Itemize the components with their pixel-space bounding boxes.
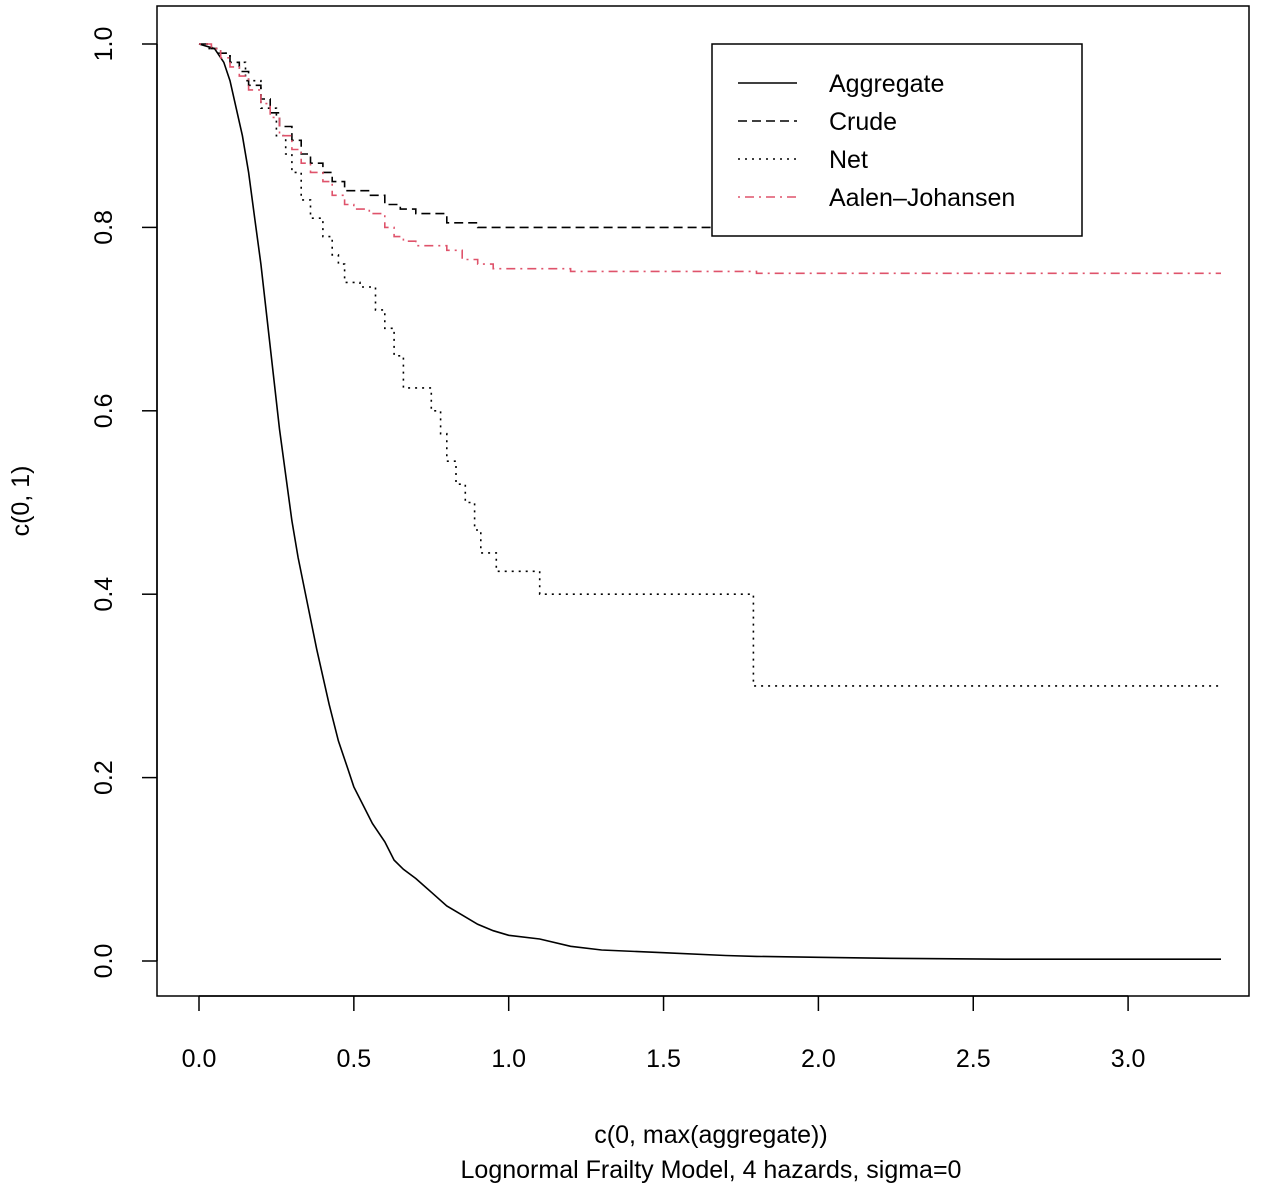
x-tick-label: 0.5 xyxy=(336,1045,371,1073)
x-axis: 0.0 0.5 1.0 1.5 2.0 2.5 3.0 xyxy=(182,995,1146,1073)
y-tick-label: 0.0 xyxy=(90,944,118,979)
x-axis-sublabel: Lognormal Frailty Model, 4 hazards, sigm… xyxy=(461,1156,962,1184)
x-tick-label: 3.0 xyxy=(1111,1045,1146,1073)
y-tick-label: 0.2 xyxy=(90,760,118,795)
legend-label-1: Crude xyxy=(829,108,897,136)
series-group xyxy=(198,43,1221,960)
y-axis: 0.0 0.2 0.4 0.6 0.8 1.0 xyxy=(90,27,158,979)
x-tick-label: 2.0 xyxy=(801,1045,836,1073)
series-line-3 xyxy=(199,43,1221,275)
y-tick-label: 1.0 xyxy=(90,27,118,62)
x-axis-label: c(0, max(aggregate)) xyxy=(594,1121,827,1149)
y-tick-label: 0.8 xyxy=(90,210,118,245)
x-tick-label: 1.0 xyxy=(491,1045,526,1073)
legend-label-0: Aggregate xyxy=(829,70,944,98)
legend-label-3: Aalen–Johansen xyxy=(829,184,1015,212)
x-tick-label: 0.0 xyxy=(182,1045,217,1073)
series-line-0 xyxy=(198,43,1221,960)
legend-label-2: Net xyxy=(829,146,868,174)
y-tick-label: 0.6 xyxy=(90,393,118,428)
plot-frame xyxy=(156,5,1250,997)
y-axis-label: c(0, 1) xyxy=(7,466,35,537)
y-tick-label: 0.4 xyxy=(90,577,118,612)
x-tick-label: 2.5 xyxy=(956,1045,991,1073)
x-tick-label: 1.5 xyxy=(646,1045,681,1073)
legend-box xyxy=(711,43,1083,237)
series-line-1 xyxy=(199,43,754,229)
legend: Aggregate Crude Net Aalen–Johansen xyxy=(711,43,1083,237)
